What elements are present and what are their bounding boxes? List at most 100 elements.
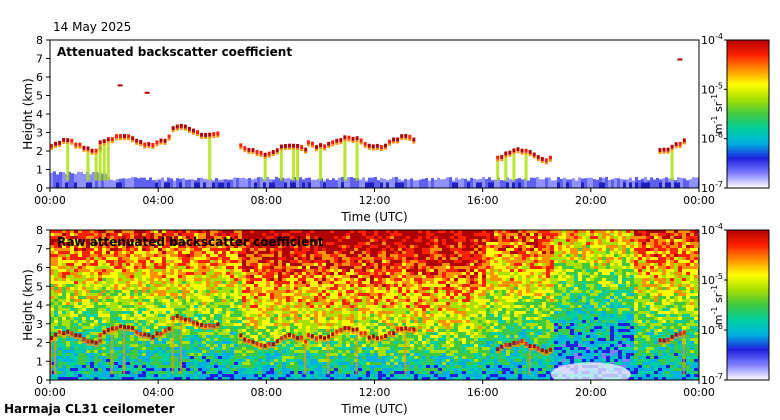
raw-cell: [398, 251, 402, 254]
raw-cell: [94, 314, 98, 317]
raw-cell: [374, 284, 378, 287]
raw-cell: [274, 326, 278, 329]
raw-cell: [110, 317, 114, 320]
raw-cell: [362, 341, 366, 344]
raw-cell: [374, 302, 378, 305]
raw-cell: [318, 329, 322, 332]
raw-cell: [210, 299, 214, 302]
raw-cell: [374, 374, 378, 377]
raw-cell: [250, 248, 254, 251]
raw-cell: [290, 293, 294, 296]
raw-cell: [186, 248, 190, 251]
raw-cell: [314, 347, 318, 350]
raw-cell: [298, 251, 302, 254]
raw-cell: [194, 311, 198, 314]
raw-cell: [86, 266, 90, 269]
raw-cell: [82, 284, 86, 287]
raw-cell: [162, 320, 166, 323]
raw-cell: [214, 377, 218, 380]
raw-cell: [266, 332, 270, 335]
raw-cell: [234, 353, 238, 356]
raw-cell: [182, 239, 186, 242]
raw-cell: [330, 275, 334, 278]
raw-cell: [274, 353, 278, 356]
raw-cell: [90, 275, 94, 278]
cloud-mark-edge: [74, 146, 78, 149]
raw-cell: [118, 251, 122, 254]
raw-cell: [106, 230, 110, 233]
raw-cell: [270, 329, 274, 332]
raw-cell: [254, 248, 258, 251]
raw-cell: [318, 290, 322, 293]
raw-cell: [226, 272, 230, 275]
raw-cell: [342, 335, 346, 338]
raw-cell: [286, 308, 290, 311]
raw-cell: [110, 263, 114, 266]
raw-cell: [358, 353, 362, 356]
raw-cell: [154, 251, 158, 254]
raw-cell: [218, 260, 222, 263]
raw-cell: [126, 287, 130, 290]
raw-cell: [162, 356, 166, 359]
raw-cell: [354, 272, 358, 275]
raw-cell: [54, 242, 58, 245]
raw-cell: [334, 278, 338, 281]
raw-cell: [90, 320, 94, 323]
raw-cell: [66, 263, 70, 266]
cloud-mark-edge: [404, 137, 408, 140]
raw-cell: [238, 326, 242, 329]
raw-cell: [98, 302, 102, 305]
raw-cell: [286, 260, 290, 263]
heatmap-area: [50, 230, 699, 380]
raw-cell: [278, 314, 282, 317]
raw-cell: [186, 368, 190, 371]
raw-cell: [154, 362, 158, 365]
raw-cell: [238, 272, 242, 275]
raw-cell: [370, 248, 374, 251]
raw-cell: [166, 317, 170, 320]
raw-cell: [186, 332, 190, 335]
raw-cell: [50, 320, 54, 323]
raw-cell: [218, 347, 222, 350]
raw-cell: [126, 251, 130, 254]
raw-cell: [166, 293, 170, 296]
raw-cell: [278, 257, 282, 260]
raw-cell: [50, 326, 54, 329]
raw-cell: [334, 302, 338, 305]
boundary-layer-cell: [494, 179, 497, 188]
raw-cell: [286, 299, 290, 302]
raw-cell: [90, 311, 94, 314]
raw-cell: [266, 293, 270, 296]
raw-cell: [62, 377, 66, 380]
raw-cell: [206, 302, 210, 305]
raw-cell: [190, 245, 194, 248]
raw-cell: [374, 323, 378, 326]
raw-cell: [230, 257, 234, 260]
raw-cell: [386, 308, 390, 311]
raw-cell: [298, 296, 302, 299]
raw-cell: [206, 323, 210, 326]
raw-cell: [338, 317, 342, 320]
raw-cell: [102, 278, 106, 281]
raw-cell: [134, 275, 138, 278]
raw-cell: [174, 293, 178, 296]
cloud-mark-edge: [351, 140, 355, 143]
raw-cell: [146, 365, 150, 368]
raw-cell: [210, 323, 214, 326]
boundary-layer-cell: [188, 179, 191, 188]
raw-cell: [294, 317, 298, 320]
raw-cell: [90, 293, 94, 296]
raw-cell: [78, 230, 82, 233]
raw-cell: [218, 374, 222, 377]
raw-cell: [286, 302, 290, 305]
raw-cell: [274, 350, 278, 353]
raw-cell: [302, 257, 306, 260]
raw-cell: [350, 260, 354, 263]
raw-cell: [130, 269, 134, 272]
raw-cell: [82, 290, 86, 293]
raw-cell: [366, 317, 370, 320]
boundary-layer-cell: [425, 177, 428, 188]
raw-cell: [98, 281, 102, 284]
raw-cell: [242, 356, 246, 359]
raw-cell: [278, 287, 282, 290]
